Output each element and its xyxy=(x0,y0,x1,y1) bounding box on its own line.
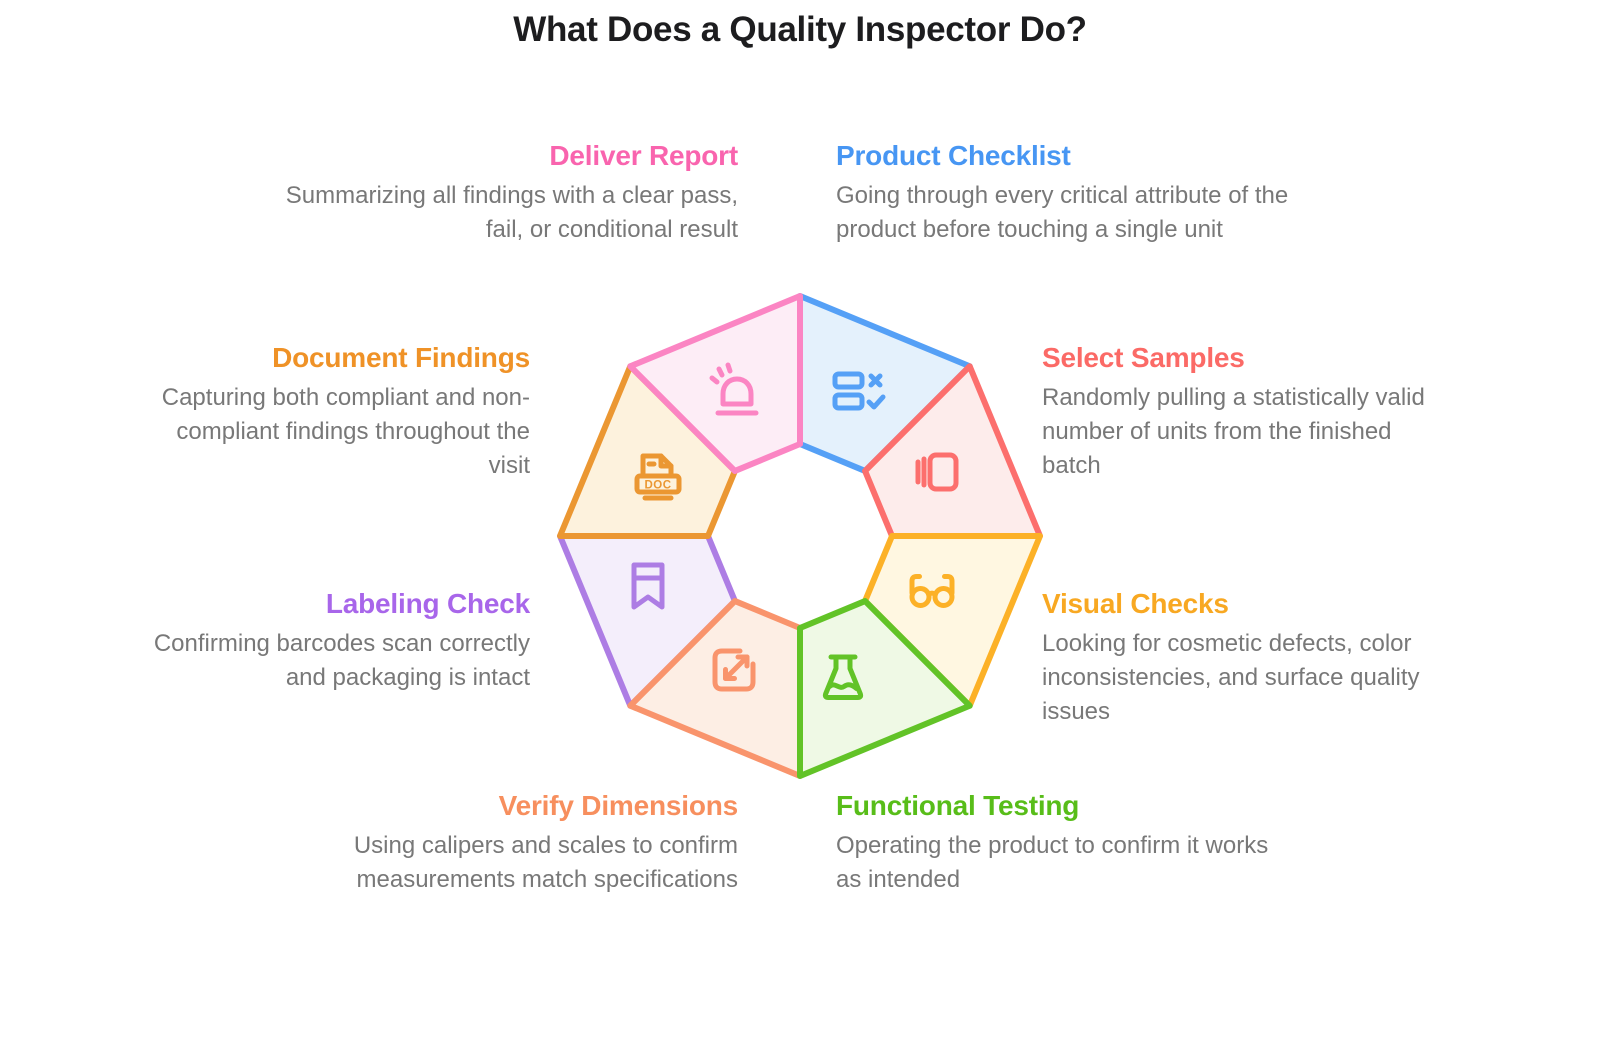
process-wheel: DOC xyxy=(557,293,1043,779)
siren-icon xyxy=(709,362,759,416)
step-heading-product-checklist: Product Checklist xyxy=(836,140,1071,171)
checklist-icon xyxy=(832,371,886,411)
sample-stack-icon xyxy=(915,452,959,492)
step-description-deliver-report: Summarizing all findings with a clear pa… xyxy=(285,182,738,243)
step-heading-select-samples: Select Samples xyxy=(1042,342,1245,373)
step-heading-visual-checks: Visual Checks xyxy=(1042,588,1229,619)
flask-icon xyxy=(822,654,864,700)
doc-file-icon: DOC xyxy=(634,453,682,501)
step-block-product-checklist: Product Checklist Going through every cr… xyxy=(836,140,1396,247)
step-heading-verify-dimensions: Verify Dimensions xyxy=(498,790,739,821)
step-description-verify-dimensions: Using calipers and scales to confirm mea… xyxy=(353,832,738,893)
step-description-visual-checks: Looking for cosmetic defects, color inco… xyxy=(1042,630,1420,725)
page-title: What Does a Quality Inspector Do? xyxy=(513,10,1087,49)
resize-icon xyxy=(712,648,756,692)
step-block-verify-dimensions: Verify Dimensions Using calipers and sca… xyxy=(178,790,738,897)
step-heading-deliver-report: Deliver Report xyxy=(549,140,738,171)
step-description-select-samples: Randomly pulling a statistically valid n… xyxy=(1042,384,1425,479)
step-heading-document-findings: Document Findings xyxy=(272,342,530,373)
segment-functional-testing xyxy=(797,598,973,779)
step-block-deliver-report: Deliver Report Summarizing all findings … xyxy=(178,140,738,247)
bookmark-icon xyxy=(631,562,665,610)
step-block-document-findings: Document Findings Capturing both complia… xyxy=(50,342,530,483)
step-description-labeling-check: Confirming barcodes scan correctly and p… xyxy=(153,630,530,691)
step-block-select-samples: Select Samples Randomly pulling a statis… xyxy=(1042,342,1522,483)
step-description-functional-testing: Operating the product to confirm it work… xyxy=(836,832,1269,893)
glasses-icon xyxy=(909,574,955,608)
doc-label: DOC xyxy=(644,480,671,492)
step-block-visual-checks: Visual Checks Looking for cosmetic defec… xyxy=(1042,588,1522,729)
step-block-functional-testing: Functional Testing Operating the product… xyxy=(836,790,1396,897)
step-description-document-findings: Capturing both compliant and non- compli… xyxy=(161,384,530,479)
step-description-product-checklist: Going through every critical attribute o… xyxy=(836,182,1289,243)
step-heading-labeling-check: Labeling Check xyxy=(325,588,530,619)
step-block-labeling-check: Labeling Check Confirming barcodes scan … xyxy=(50,588,530,695)
step-heading-functional-testing: Functional Testing xyxy=(836,790,1080,821)
